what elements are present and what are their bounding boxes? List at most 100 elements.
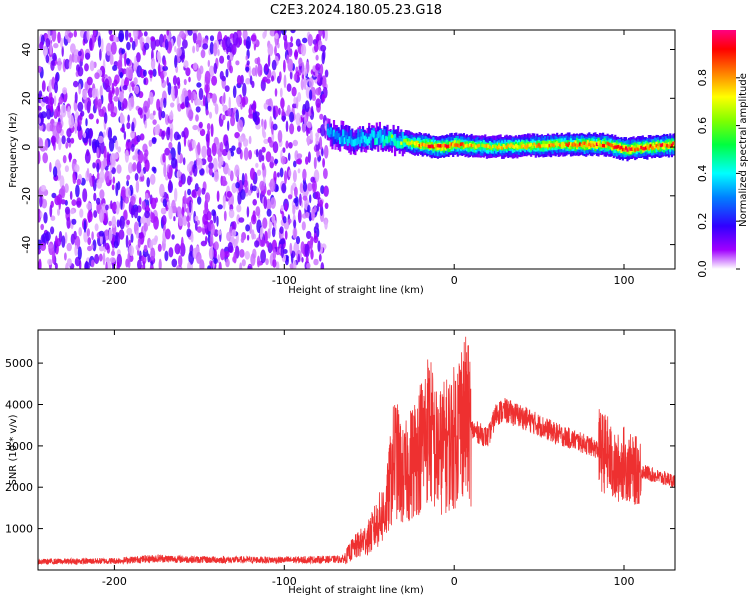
noise-cell (323, 185, 329, 197)
noise-cell (211, 209, 216, 217)
noise-cell (274, 158, 279, 164)
noise-cell (80, 110, 85, 117)
noise-cell (300, 241, 305, 254)
signal-cell (493, 144, 496, 148)
noise-cell (198, 121, 203, 129)
signal-cell (469, 143, 472, 147)
y-tick-label: -20 (20, 187, 33, 205)
noise-cell (315, 98, 322, 108)
noise-cell (147, 253, 151, 263)
signal-cell (443, 143, 446, 148)
noise-cell (197, 196, 202, 205)
noise-cell (241, 259, 246, 267)
noise-cell (39, 194, 43, 208)
noise-cell (88, 113, 94, 120)
noise-cell (106, 261, 112, 269)
noise-cell (219, 55, 225, 64)
signal-cell (409, 141, 412, 145)
noise-cell (62, 155, 67, 164)
noise-cell (275, 185, 279, 192)
noise-cell (166, 30, 169, 36)
signal-cell (647, 146, 650, 151)
noise-cell (295, 38, 301, 47)
signal-cell (548, 144, 551, 148)
noise-cell (285, 140, 289, 149)
noise-cell (131, 143, 135, 152)
noise-cell (221, 180, 228, 186)
signal-cell (360, 129, 363, 140)
noise-cell (295, 236, 301, 245)
noise-cell (74, 164, 80, 173)
noise-cell (108, 170, 112, 181)
noise-cell (288, 169, 292, 178)
signal-cell (488, 145, 491, 149)
noise-cell (195, 114, 199, 122)
noise-cell (94, 223, 99, 232)
signal-cell (381, 134, 384, 142)
noise-cell (138, 197, 142, 205)
noise-cell (92, 239, 97, 252)
noise-cell (194, 183, 199, 192)
signal-cell (605, 144, 608, 148)
noise-cell (283, 34, 288, 41)
noise-cell (167, 82, 172, 96)
noise-cell (86, 30, 90, 41)
noise-cell (319, 199, 323, 208)
noise-cell (207, 59, 210, 68)
noise-cell (322, 30, 325, 39)
noise-cell (190, 92, 194, 104)
noise-cell (301, 257, 304, 263)
signal-cell (395, 140, 398, 148)
signal-cell (508, 144, 511, 148)
noise-cell (315, 134, 319, 145)
noise-cell (187, 175, 192, 186)
noise-cell (54, 108, 57, 118)
y-tick-label: 1000 (5, 523, 33, 536)
noise-cell (303, 77, 307, 90)
noise-cell (99, 170, 105, 184)
noise-cell (68, 32, 74, 38)
signal-cell (520, 144, 524, 149)
noise-cell (299, 193, 302, 206)
noise-cell (182, 215, 188, 227)
signal-cell (355, 138, 358, 146)
noise-cell (209, 41, 214, 55)
signal-cell (378, 130, 381, 137)
noise-cell (283, 59, 286, 73)
noise-cell (178, 180, 183, 188)
signal-cell (660, 144, 663, 151)
noise-cell (73, 30, 78, 38)
noise-cell (111, 82, 115, 94)
noise-cell (120, 114, 125, 125)
signal-cell (631, 147, 634, 151)
signal-cell (620, 146, 623, 153)
noise-cell (196, 251, 202, 264)
noise-cell (300, 78, 305, 91)
noise-cell (297, 125, 301, 132)
noise-cell (208, 162, 214, 170)
noise-cell (296, 153, 303, 159)
noise-cell (38, 117, 41, 124)
noise-cell (216, 190, 220, 202)
signal-cell (458, 140, 461, 148)
noise-cell (157, 243, 162, 252)
signal-cell (574, 143, 577, 147)
noise-cell (125, 30, 129, 41)
noise-cell (118, 229, 125, 240)
signal-cell (461, 142, 464, 150)
colorbar-ticks: 0.0 0.2 0.4 0.6 0.8 (696, 69, 740, 278)
noise-cell (294, 186, 298, 198)
noise-cell (267, 105, 272, 112)
noise-cell (136, 52, 141, 63)
noise-cell (213, 241, 219, 251)
noise-cell (123, 209, 128, 222)
noise-cell (170, 85, 175, 99)
noise-cell (228, 199, 232, 206)
colorbar-tick-label: 0.0 (696, 260, 709, 278)
noise-cell (293, 73, 298, 82)
noise-cell (98, 108, 105, 117)
signal-cell (499, 146, 502, 150)
noise-cell (103, 157, 107, 168)
noise-cell (199, 168, 205, 176)
noise-cell (107, 103, 111, 112)
